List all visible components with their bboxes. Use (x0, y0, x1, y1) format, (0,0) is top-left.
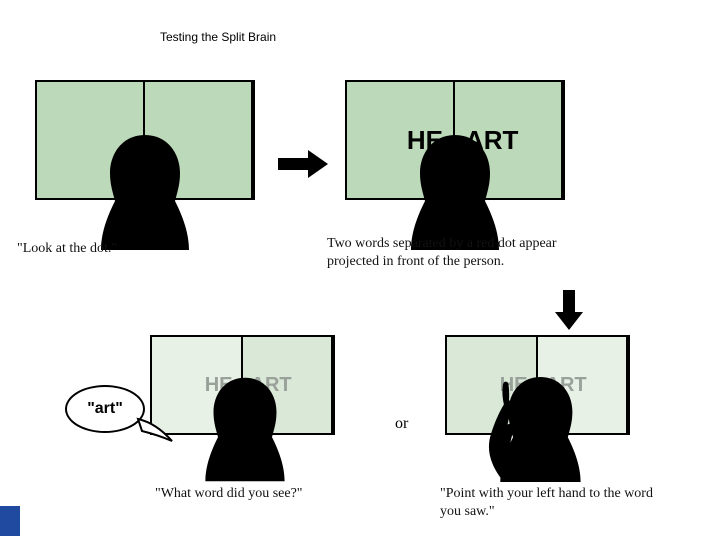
screen-wrap-4: HE ART (445, 335, 630, 435)
blue-accent (0, 506, 20, 536)
head-silhouette-pointing (485, 377, 605, 482)
head-silhouette (200, 377, 290, 482)
caption-2: Two words separated by a red dot appear … (327, 235, 587, 270)
page-title: Testing the Split Brain (160, 30, 276, 44)
panel-2: HE ART Two words separated by a red dot … (345, 80, 565, 200)
or-label: or (395, 415, 408, 433)
speech-bubble: "art" (65, 385, 145, 433)
screen-wrap-3: HE ART (150, 335, 335, 435)
screen-wrap-1 (35, 80, 255, 200)
caption-3: "What word did you see?" (155, 485, 375, 503)
arrow-down-icon (555, 290, 583, 335)
panel-4: HE ART "Point with your left hand to the… (445, 335, 630, 435)
panel-3: HE ART "art" "What word did you see?" (150, 335, 335, 435)
bubble-tail-icon (136, 417, 176, 447)
page: Testing the Split Brain "Look at the dot… (0, 0, 720, 540)
head-silhouette (405, 135, 505, 250)
panel-1: "Look at the dot." (35, 80, 255, 200)
arrow-right-icon (278, 150, 328, 183)
bubble-text: "art" (87, 400, 123, 418)
head-silhouette (95, 135, 195, 250)
caption-4: "Point with your left hand to the word y… (440, 485, 670, 520)
screen-wrap-2: HE ART (345, 80, 565, 200)
caption-1: "Look at the dot." (17, 240, 217, 258)
